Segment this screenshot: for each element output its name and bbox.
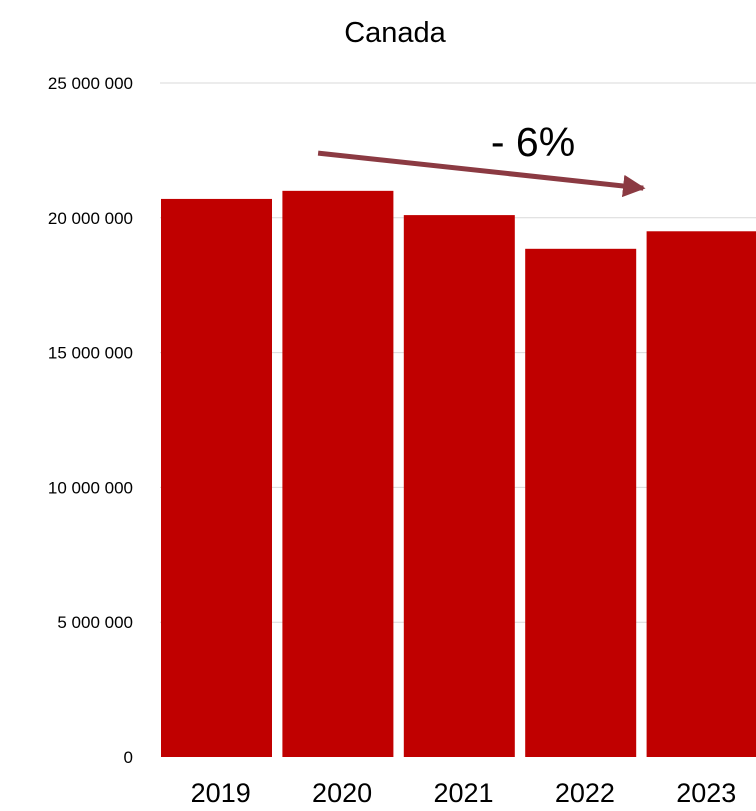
x-axis-ticks: 2019 2020 2021 2022 2023: [191, 778, 737, 808]
bar-2020: [282, 190, 394, 758]
annotation: - 6%: [317, 119, 646, 198]
bar-2021: [403, 215, 515, 757]
x-tick-label: 2022: [555, 778, 615, 808]
y-tick-label: 10 000 000: [48, 478, 133, 497]
bar-2023: [646, 231, 756, 757]
x-tick-label: 2020: [312, 778, 372, 808]
y-tick-label: 15 000 000: [48, 344, 133, 363]
bars: [161, 190, 756, 758]
x-tick-label: 2021: [433, 778, 493, 808]
trend-arrow: [317, 150, 646, 198]
y-tick-label: 20 000 000: [48, 209, 133, 228]
bar-2019: [161, 198, 272, 758]
bar-2022: [525, 248, 637, 757]
change-annotation: - 6%: [491, 119, 575, 165]
x-tick-label: 2023: [676, 778, 736, 808]
chart-title: Canada: [344, 17, 446, 49]
y-axis-ticks: 0 5 000 000 10 000 000 15 000 000 20 000 000…: [48, 74, 133, 767]
y-tick-label: 0: [124, 748, 133, 767]
y-tick-label: 25 000 000: [48, 74, 133, 93]
x-tick-label: 2019: [191, 778, 251, 808]
y-tick-label: 5 000 000: [57, 613, 133, 632]
